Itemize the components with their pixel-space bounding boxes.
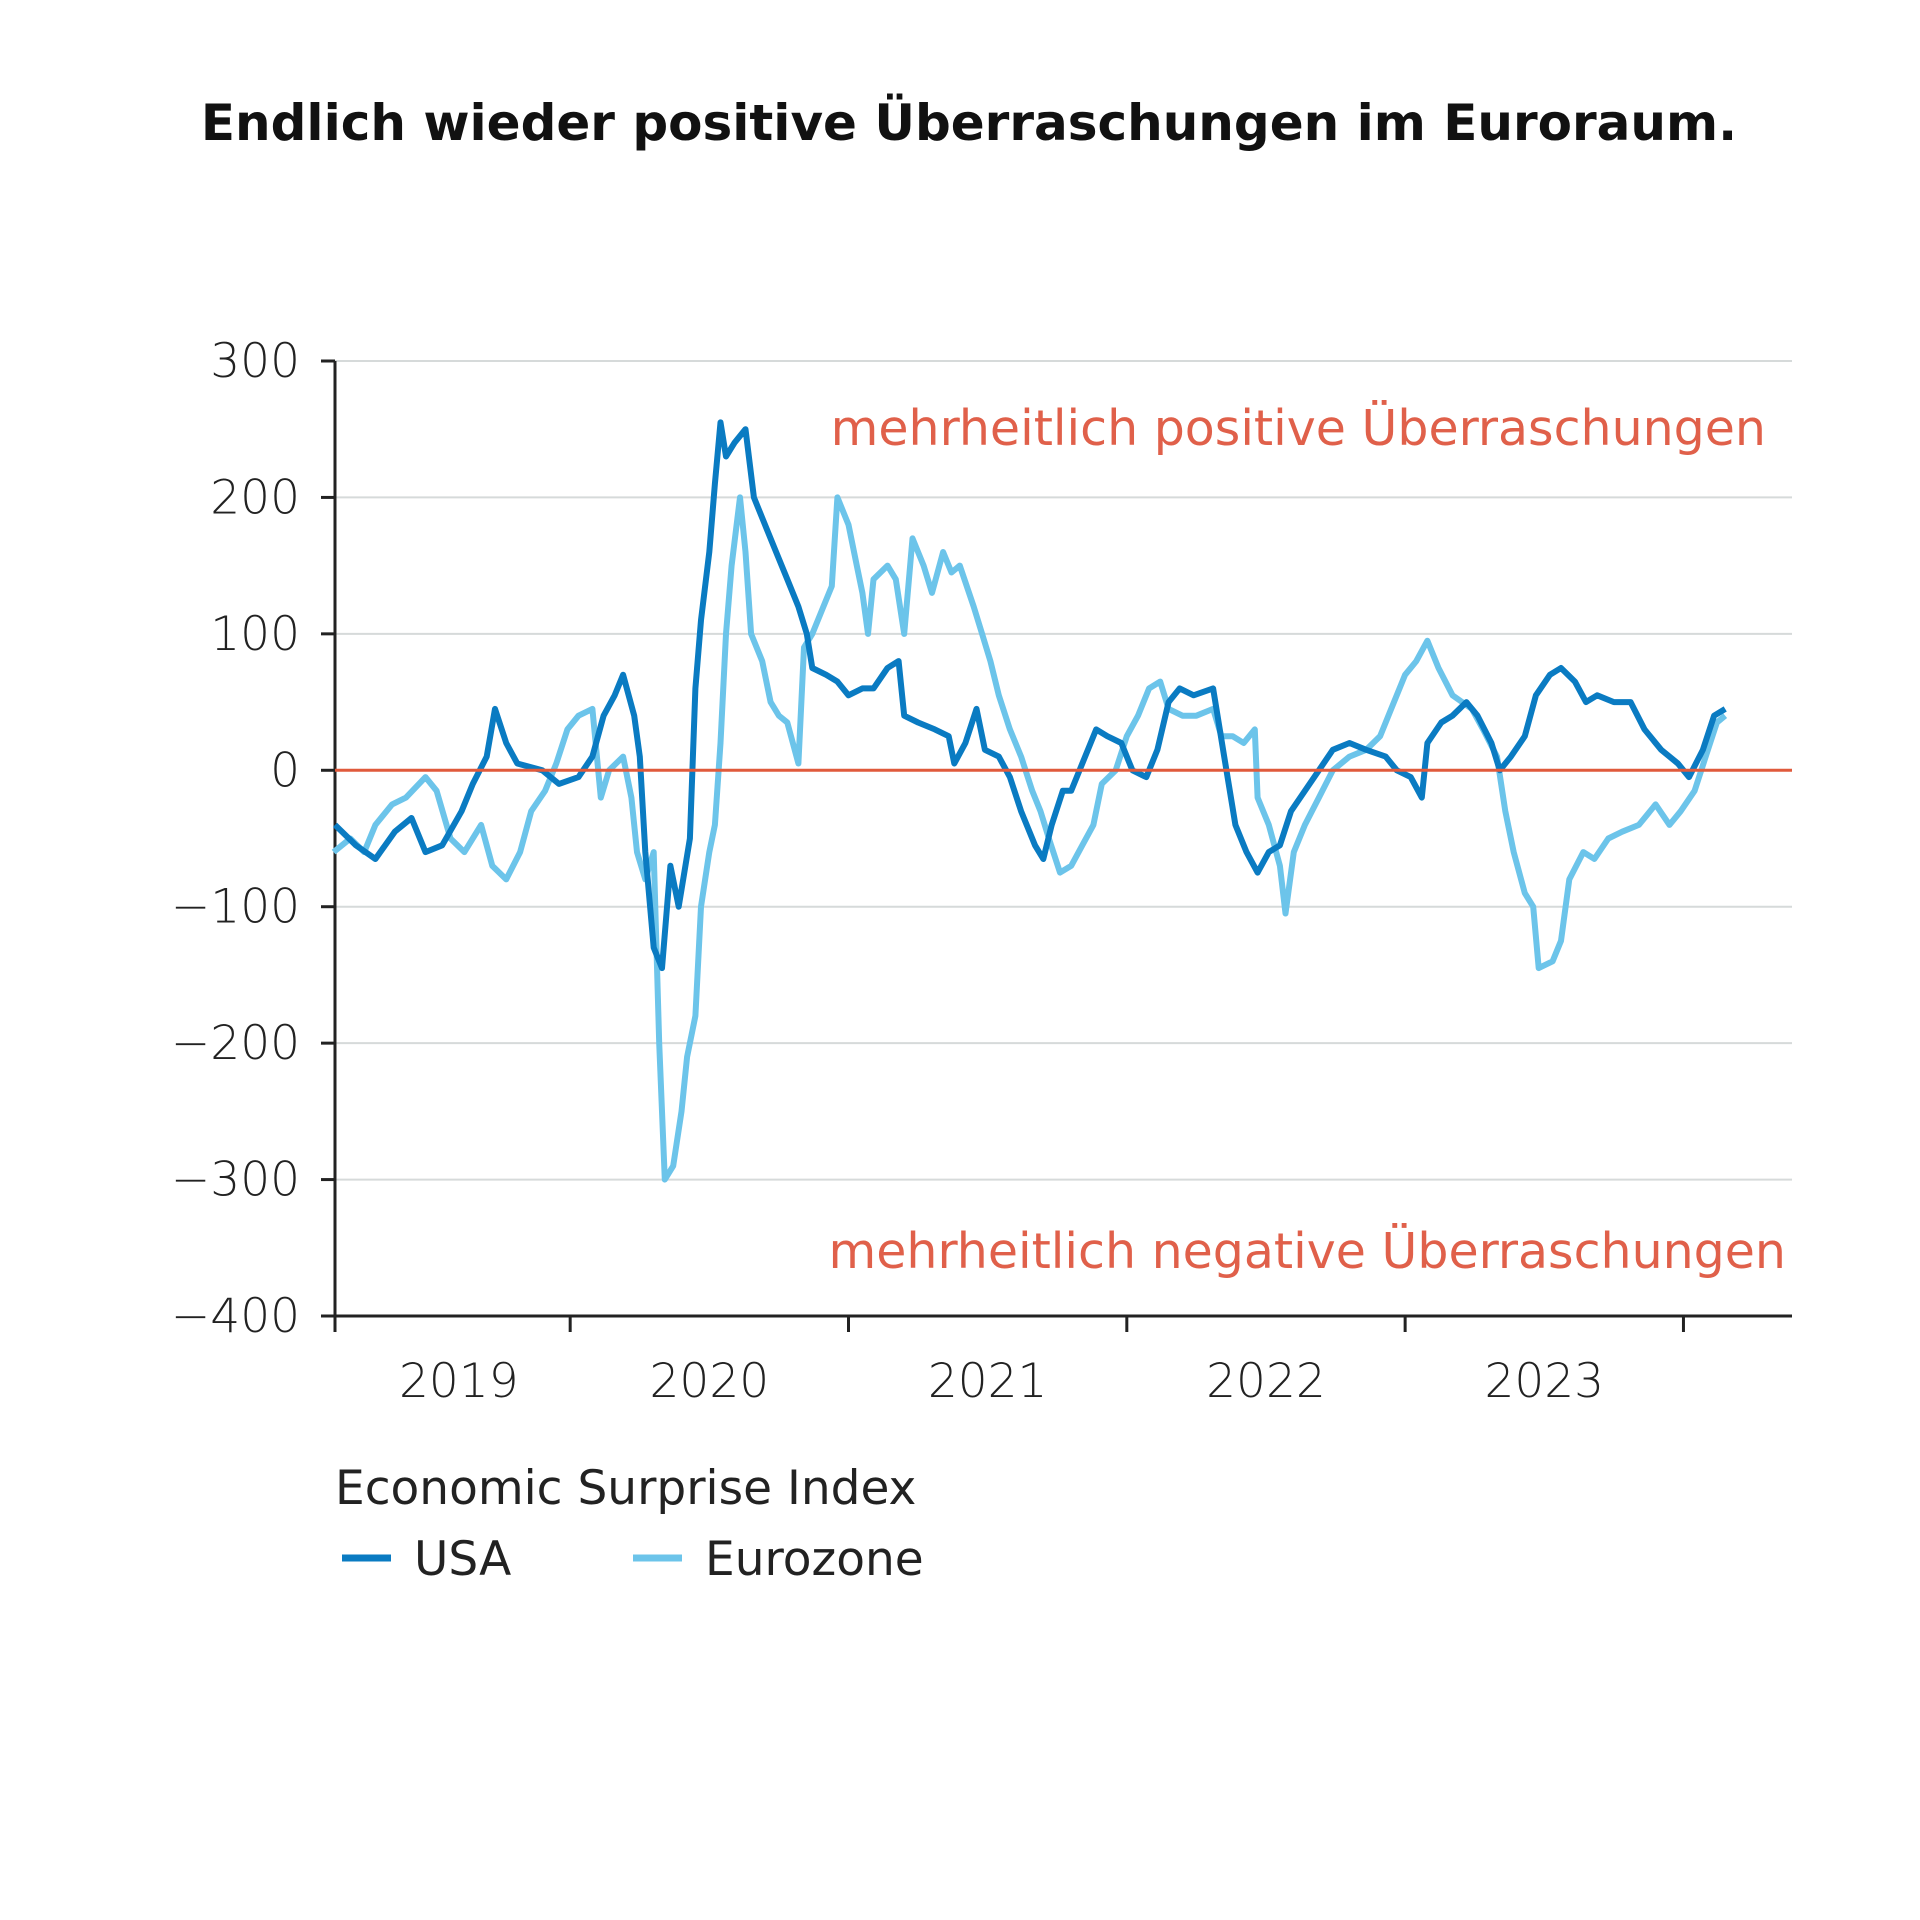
series-lines bbox=[331, 419, 1792, 1183]
legend: Economic Surprise Index USA Eurozone bbox=[335, 1461, 924, 1587]
legend-label-eurozone: Eurozone bbox=[705, 1532, 924, 1587]
annotation-positive: mehrheitlich positive Überraschungen bbox=[831, 399, 1766, 457]
x-tick-label: 2020 bbox=[650, 1354, 770, 1409]
y-axis: 300 200 100 0 −100 −200 −300 −400 bbox=[171, 334, 337, 1344]
y-tick-label: −400 bbox=[171, 1289, 300, 1344]
y-tick-label: 300 bbox=[210, 334, 300, 389]
legend-title: Economic Surprise Index bbox=[335, 1461, 916, 1516]
y-tick-label: −200 bbox=[171, 1016, 300, 1071]
x-tick-label: 2019 bbox=[399, 1354, 519, 1409]
x-tick-label: 2023 bbox=[1484, 1354, 1604, 1409]
y-tick-label: −100 bbox=[171, 880, 300, 935]
x-axis: 2019 2020 2021 2022 2023 bbox=[333, 1314, 1792, 1409]
chart-title: Endlich wieder positive Überraschungen i… bbox=[201, 93, 1737, 152]
y-tick-label: 0 bbox=[270, 743, 300, 798]
y-tick-label: −300 bbox=[171, 1153, 300, 1208]
legend-label-usa: USA bbox=[414, 1532, 511, 1587]
series-line-usa bbox=[332, 419, 1727, 972]
y-tick-label: 200 bbox=[210, 470, 300, 525]
y-tick-label: 100 bbox=[210, 607, 300, 662]
x-tick-label: 2021 bbox=[928, 1354, 1048, 1409]
annotation-negative: mehrheitlich negative Überraschungen bbox=[829, 1222, 1786, 1280]
x-tick-label: 2022 bbox=[1206, 1354, 1326, 1409]
